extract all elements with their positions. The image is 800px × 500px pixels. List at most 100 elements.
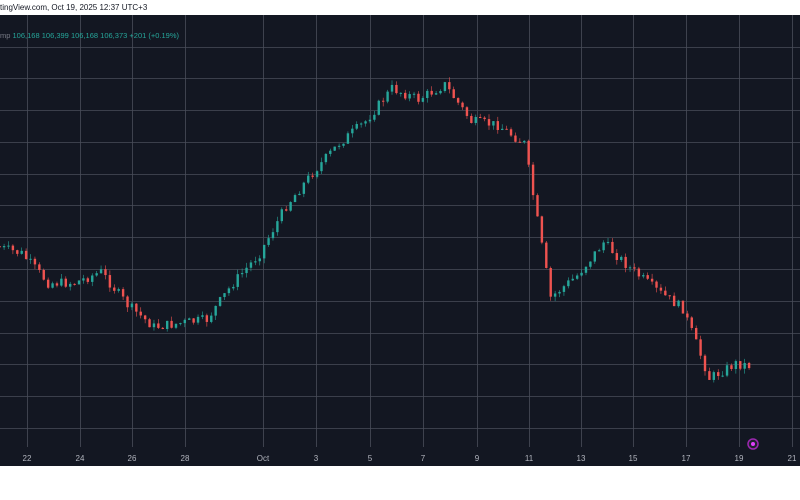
candle-body [271,232,275,239]
candle-body [487,119,491,126]
candle-body [377,100,380,115]
candle-body [694,327,698,340]
candle-body [584,266,588,273]
candle-body [699,339,702,356]
x-tick-label: 11 [525,454,534,463]
candle-body [642,275,645,277]
candle-body [518,141,522,143]
candle-body [289,202,292,211]
bottom-margin [0,466,800,500]
candle-body [421,98,425,102]
candle-body [117,289,120,291]
candle-body [143,315,147,320]
candle-body [359,123,363,125]
candle-body [725,365,729,376]
candle-body [514,135,517,142]
x-tick-label: Oct [257,454,270,463]
candle-body [509,129,513,136]
candle-body [465,107,469,116]
candle-body [571,278,574,281]
candle-body [747,362,751,369]
candle-body [650,278,654,282]
candle-body [395,84,398,94]
candle-body [148,319,151,328]
price-chart[interactable]: 22 24 26 28 Oct 3 5 7 9 11 13 15 17 19 21 [0,15,800,466]
candle-body [205,315,209,322]
candle-body [575,275,579,279]
candle-body [553,293,557,297]
candle-body [351,128,354,134]
candle-body [91,275,94,282]
event-marker-dot [751,442,755,446]
candle-body [227,288,231,294]
x-tick-label: 26 [128,454,137,463]
candle-body [558,291,561,294]
x-tick-label: 19 [735,454,744,463]
x-axis-ticks: 22 24 26 28 Oct 3 5 7 9 11 13 15 17 19 21 [23,454,797,463]
candle-body [280,209,284,222]
candle-body [430,90,433,95]
candle-body [478,116,482,118]
candle-body [531,164,535,196]
candle-body [708,371,711,380]
candle-body [64,278,67,287]
candle-body [611,241,614,254]
candle-body [324,153,328,163]
candle-body [165,320,169,329]
candle-body [598,250,601,252]
candle-body [232,286,235,289]
candle-body [659,287,663,291]
candle-body [55,283,59,286]
candle-body [646,275,649,279]
candle-body [492,121,495,126]
candle-body [20,250,23,254]
candle-body [501,128,504,130]
candle-body [567,280,570,287]
source-text: tingView.com, Oct 19, 2025 12:37 UTC+3 [0,3,148,12]
candle-body [474,116,477,123]
candle-body [245,267,248,274]
candle-body [262,244,266,259]
chart-panel[interactable]: 22 24 26 28 Oct 3 5 7 9 11 13 15 17 19 21 mp 106,168 1… [0,15,800,466]
candle-body [254,261,257,263]
candle-body [386,91,389,102]
candle-body [672,295,676,307]
candle-body [337,145,341,147]
candle-body [408,94,411,99]
candle-body [214,305,217,316]
candle-body [174,323,178,328]
candle-body [412,93,416,95]
candle-body [152,323,156,328]
candle-body [170,320,173,328]
candle-body [46,279,50,288]
candle-body [580,272,583,276]
candle-body [223,293,226,298]
candle-body [298,193,301,196]
x-tick-label: 13 [577,454,586,463]
candle-body [452,89,455,99]
candle-body [342,143,345,146]
candle-body [461,102,464,108]
candle-body [210,315,213,322]
candle-body [390,84,394,92]
candle-body [439,91,442,94]
candle-body [730,365,733,370]
candle-body [285,209,288,211]
candle-body [527,140,530,165]
candle-body [734,361,738,370]
candle-body [637,268,641,277]
candle-body [108,275,112,288]
candle-body [11,245,15,251]
x-tick-label: 15 [629,454,638,463]
candle-body [536,195,539,217]
ohlc-legend: mp 106,168 106,399 106,168 106,373 +201 … [0,31,179,40]
candle-body [417,93,420,102]
candle-body [196,316,200,323]
candle-body [368,119,372,122]
candle-body [562,286,566,292]
event-marker[interactable] [747,438,759,450]
legend-low: 106,168 [70,31,99,40]
candle-body [426,90,429,99]
candle-body [267,238,270,245]
x-tick-label: 24 [76,454,85,463]
